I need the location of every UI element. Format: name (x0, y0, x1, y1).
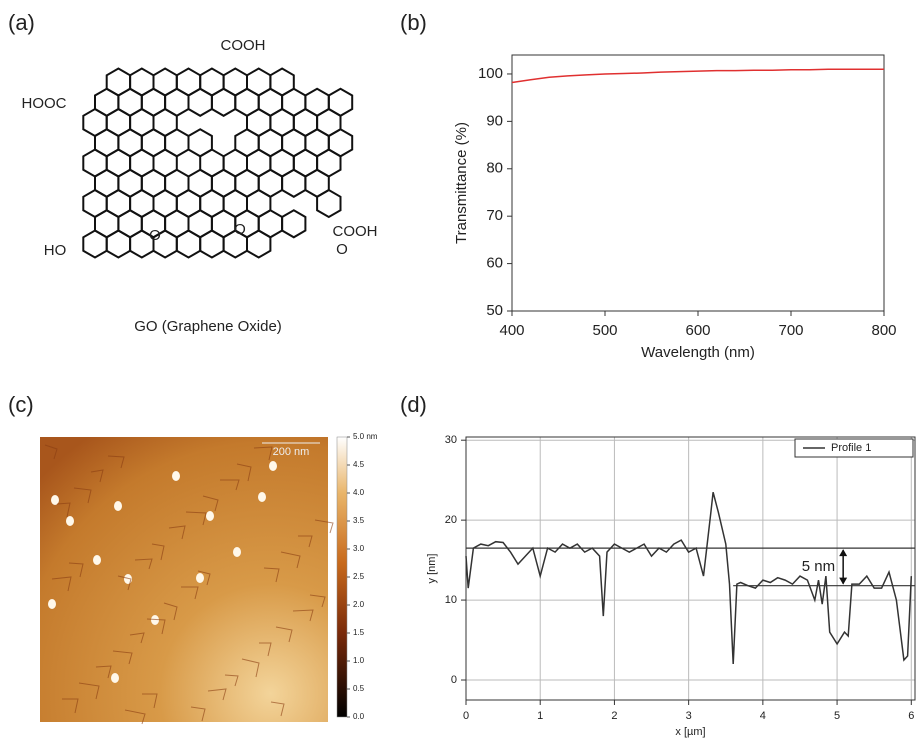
ring (177, 231, 200, 258)
afm-particle (206, 511, 214, 521)
panel-label: (b) (400, 10, 427, 35)
x-tick-label: 6 (908, 710, 914, 722)
y-axis-label: y [nm] (426, 554, 438, 584)
colorbar-tick-label: 3.5 (353, 516, 365, 525)
y-tick-label: 70 (486, 207, 503, 224)
y-tick-label: 0 (451, 674, 457, 686)
x-tick-label: 500 (592, 322, 617, 339)
group-label: HOOC (22, 95, 67, 112)
graphene-structure (83, 69, 352, 258)
afm-particle (258, 492, 266, 502)
afm-particle (48, 599, 56, 609)
colorbar (337, 437, 347, 717)
afm-particle (111, 673, 119, 683)
afm-particle (66, 516, 74, 526)
y-tick-label: 60 (486, 255, 503, 272)
x-tick-label: 3 (686, 710, 692, 722)
x-tick-label: 0 (463, 710, 469, 722)
colorbar-tick-label: 2.0 (353, 600, 365, 609)
colorbar-tick-label: 1.5 (353, 628, 365, 637)
data-line (512, 69, 884, 82)
group-label: O (234, 221, 246, 238)
ring (317, 190, 340, 217)
x-tick-label: 5 (834, 710, 840, 722)
group-label: COOH (221, 37, 266, 54)
colorbar-tick-label: 5.0 nm (353, 432, 378, 441)
plot-frame (466, 437, 915, 700)
ring (83, 231, 106, 258)
x-tick-label: 1 (537, 710, 543, 722)
afm-particle (233, 547, 241, 557)
y-axis-label: Transmittance (%) (453, 122, 470, 244)
group-label: O (336, 241, 348, 258)
afm-particle (269, 461, 277, 471)
figure: (a) (b) (c) (d) COOH HOOC COOH HO O O O … (0, 0, 919, 742)
afm-particle (172, 471, 180, 481)
structure-caption: GO (Graphene Oxide) (134, 318, 282, 335)
x-tick-label: 4 (760, 710, 766, 722)
x-axis-label: x [µm] (675, 726, 705, 738)
colorbar-tick-label: 4.5 (353, 460, 365, 469)
y-tick-label: 10 (445, 594, 457, 606)
plot-frame (512, 55, 884, 311)
ring (107, 231, 130, 258)
afm-particle (114, 501, 122, 511)
legend-label: Profile 1 (831, 442, 871, 454)
x-tick-label: 400 (499, 322, 524, 339)
colorbar-tick-label: 0.5 (353, 684, 365, 693)
afm-particle (196, 573, 204, 583)
colorbar-tick-label: 0.0 (353, 712, 365, 721)
ring (189, 89, 212, 116)
colorbar-tick-label: 4.0 (353, 488, 365, 497)
ring (212, 89, 235, 116)
y-tick-label: 30 (445, 434, 457, 446)
colorbar-tick-label: 2.5 (353, 572, 365, 581)
colorbar-tick-label: 3.0 (353, 544, 365, 553)
ring (247, 231, 270, 258)
colorbar-tick-label: 1.0 (353, 656, 365, 665)
afm-image (40, 437, 328, 722)
scale-bar-label: 200 nm (273, 446, 310, 458)
x-tick-label: 600 (685, 322, 710, 339)
group-label: O (149, 227, 161, 244)
panel-label: (c) (8, 392, 34, 417)
panel-label: (a) (8, 10, 35, 35)
ring (200, 231, 223, 258)
group-label: HO (44, 242, 67, 259)
y-tick-label: 20 (445, 514, 457, 526)
group-label: COOH (333, 223, 378, 240)
x-tick-label: 2 (611, 710, 617, 722)
x-axis-label: Wavelength (nm) (641, 344, 755, 361)
afm-particle (93, 555, 101, 565)
x-tick-label: 800 (871, 322, 896, 339)
panel-label: (d) (400, 392, 427, 417)
y-tick-label: 90 (486, 112, 503, 129)
y-tick-label: 100 (478, 65, 503, 82)
y-tick-label: 50 (486, 302, 503, 319)
ring (282, 210, 305, 237)
ring (282, 170, 305, 197)
y-tick-label: 80 (486, 160, 503, 177)
x-tick-label: 700 (778, 322, 803, 339)
annotation: 5 nm (802, 558, 835, 575)
